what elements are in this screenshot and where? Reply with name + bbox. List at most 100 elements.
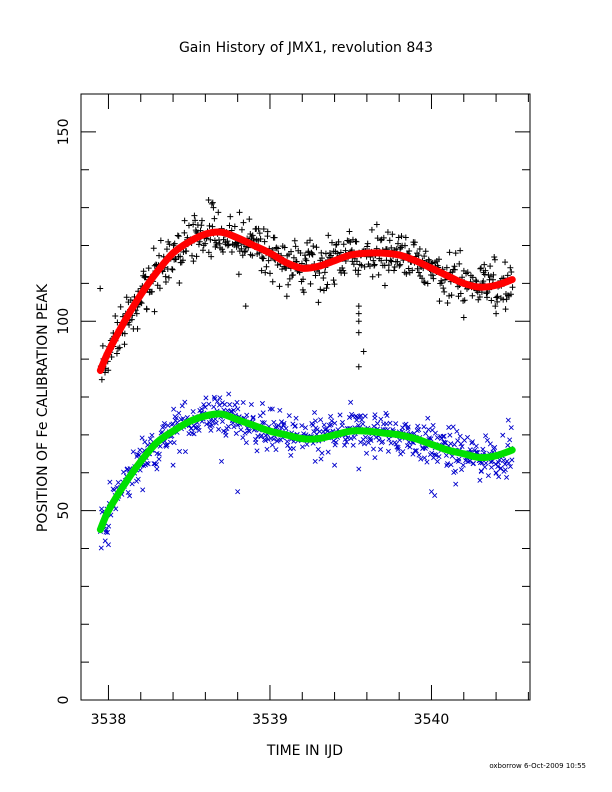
data-point — [409, 267, 416, 274]
data-point — [262, 269, 269, 276]
data-point — [368, 437, 374, 443]
data-point — [288, 452, 294, 458]
data-point — [265, 257, 272, 264]
data-point — [307, 280, 314, 287]
data-point — [242, 430, 248, 436]
data-point — [121, 341, 128, 348]
data-point — [505, 417, 511, 423]
data-point — [300, 276, 307, 283]
data-point — [257, 236, 264, 243]
data-point — [242, 247, 249, 254]
data-point — [416, 245, 423, 252]
data-point — [156, 456, 162, 462]
data-point — [185, 222, 192, 229]
data-point — [139, 435, 145, 441]
data-point — [208, 200, 215, 207]
data-point — [263, 438, 269, 444]
fit-curve — [96, 410, 516, 534]
data-point — [394, 240, 401, 247]
data-point — [179, 257, 186, 264]
data-point — [320, 275, 327, 282]
data-point — [199, 406, 205, 412]
data-point — [459, 443, 465, 450]
data-point — [491, 256, 498, 263]
data-point — [403, 270, 410, 277]
data-point — [154, 466, 160, 472]
data-point — [359, 417, 365, 423]
data-point — [429, 450, 435, 456]
series-upper-points — [97, 197, 516, 383]
data-point — [372, 455, 378, 461]
data-point — [348, 399, 354, 405]
data-point — [331, 281, 338, 288]
data-point — [318, 249, 325, 256]
data-point — [432, 452, 438, 458]
data-point — [329, 239, 336, 246]
data-point — [467, 458, 473, 464]
data-point — [475, 296, 482, 303]
data-point — [227, 213, 234, 220]
data-point — [432, 492, 438, 498]
data-point — [210, 204, 217, 211]
data-point — [255, 225, 262, 232]
data-point — [460, 462, 466, 468]
data-point — [222, 401, 228, 407]
data-point — [443, 452, 449, 458]
data-point — [246, 428, 252, 434]
data-point — [482, 464, 488, 470]
data-point — [360, 348, 367, 355]
data-point — [507, 463, 513, 469]
data-point — [341, 270, 348, 277]
data-point — [492, 444, 498, 450]
data-point — [219, 248, 226, 255]
y-tick-labels: 0 50 100 150 — [56, 119, 72, 705]
data-point — [388, 440, 394, 446]
data-point — [377, 446, 384, 452]
x-tick-label: 3538 — [91, 712, 127, 728]
y-tick-label: 150 — [56, 119, 72, 146]
data-point — [148, 288, 155, 295]
data-point — [407, 444, 413, 450]
data-point — [219, 400, 225, 406]
data-point — [182, 399, 188, 405]
data-point — [275, 423, 281, 429]
fit-curve — [96, 228, 516, 374]
data-point — [105, 367, 112, 374]
data-point — [175, 233, 182, 240]
footer-stamp: oxborrow 6-Oct-2009 10:55 — [489, 762, 586, 770]
data-point — [231, 407, 237, 413]
data-point — [130, 449, 136, 455]
data-point — [166, 241, 173, 248]
data-point — [492, 303, 499, 310]
data-point — [433, 452, 439, 458]
data-point — [215, 209, 222, 216]
data-point — [331, 438, 337, 444]
data-point — [485, 271, 492, 278]
data-point — [448, 441, 454, 447]
data-point — [250, 415, 256, 421]
data-point — [228, 248, 235, 255]
data-point — [496, 474, 502, 480]
data-point — [183, 248, 190, 255]
data-point — [482, 267, 489, 274]
data-point — [339, 265, 346, 272]
data-point — [263, 263, 270, 270]
data-point — [226, 391, 232, 397]
data-point — [283, 426, 289, 432]
data-point — [442, 440, 448, 446]
data-point — [353, 413, 359, 419]
data-point — [217, 395, 223, 401]
data-point — [127, 493, 133, 499]
data-point — [411, 239, 418, 246]
data-point — [402, 234, 409, 241]
data-point — [189, 252, 196, 259]
data-point — [419, 275, 426, 282]
data-point — [481, 261, 488, 268]
data-point — [385, 262, 392, 269]
data-point — [434, 435, 440, 441]
data-point — [480, 446, 486, 452]
data-point — [355, 329, 362, 336]
data-point — [363, 434, 369, 440]
y-tick-label: 50 — [56, 502, 72, 520]
data-point — [335, 238, 342, 245]
